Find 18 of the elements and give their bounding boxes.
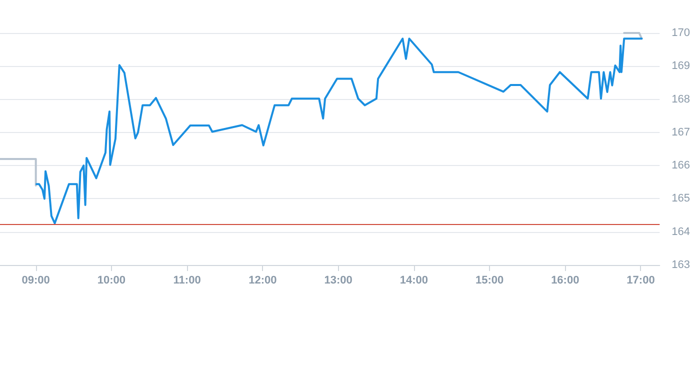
y-tick-label: 163: [672, 259, 690, 271]
x-tick-label: 13:00: [324, 274, 352, 286]
y-tick-label: 170: [672, 27, 690, 39]
x-tick-label: 17:00: [626, 274, 655, 286]
y-tick-label: 164: [672, 226, 690, 238]
x-tick-label: 14:00: [400, 274, 428, 286]
x-tick-label: 09:00: [22, 274, 50, 286]
line-series: [36, 38, 643, 224]
y-tick-label: 166: [672, 160, 690, 172]
y-tick-label: 168: [672, 93, 690, 106]
y-tick-label: 167: [672, 126, 690, 138]
x-tick-label: 11:00: [173, 274, 201, 286]
x-tick-label: 10:00: [97, 274, 126, 286]
y-tick-label: 169: [672, 60, 690, 72]
x-tick-label: 12:00: [248, 274, 277, 286]
x-tick-label: 16:00: [551, 274, 580, 286]
y-tick-label: 165: [672, 192, 690, 205]
x-tick-label: 15:00: [475, 274, 504, 286]
